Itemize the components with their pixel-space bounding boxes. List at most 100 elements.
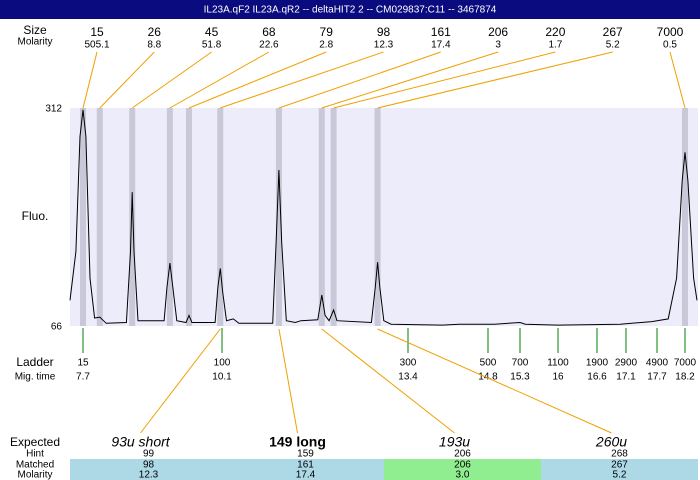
sizing-connector	[333, 51, 556, 109]
ladder-label: Ladder	[16, 355, 53, 369]
sizing-band	[80, 108, 86, 326]
matched-label: Matched	[16, 460, 54, 471]
molarity-value: 12.3	[139, 470, 159, 480]
ladder-time: 16	[552, 372, 564, 383]
sizing-molarity: 22.6	[259, 40, 279, 51]
ladder-time: 16.6	[587, 372, 607, 383]
ladder-time: 17.7	[647, 372, 667, 383]
match-cell	[384, 459, 541, 480]
sizing-band	[318, 108, 325, 326]
molarity-value: 3.0	[456, 470, 470, 480]
sizing-size: 15	[90, 25, 104, 39]
sizing-molarity: 1.7	[548, 40, 562, 51]
sizing-molarity: 505.1	[84, 40, 109, 51]
sizing-molarity: 5.2	[606, 40, 620, 51]
sizing-size: 68	[262, 25, 276, 39]
sizing-connector	[321, 51, 499, 109]
sizing-connector	[169, 51, 270, 109]
match-cell	[70, 459, 227, 480]
ladder-size: 1100	[547, 358, 569, 369]
sizing-band	[330, 108, 337, 326]
sizing-size: 161	[431, 25, 451, 39]
sizing-band	[96, 108, 103, 326]
match-connector	[321, 328, 455, 434]
sizing-molarity: 3	[495, 40, 501, 51]
molarity-row-label: Molarity	[17, 470, 52, 480]
sizing-molarity: 12.3	[374, 40, 394, 51]
sizing-connector	[278, 51, 441, 109]
sizing-size: 7000	[657, 25, 684, 39]
match-connector	[278, 328, 298, 434]
plot-area	[70, 108, 698, 326]
match-cell	[227, 459, 384, 480]
expected-name: 93u short	[111, 434, 170, 450]
hint-value: 159	[297, 449, 314, 460]
matched-value: 267	[611, 460, 628, 471]
sizing-molarity: 17.4	[431, 40, 451, 51]
chart-title: IL23A.qF2 IL23A.qR2 -- deltaHIT2 2 -- CM…	[204, 5, 497, 16]
ladder-time: 10.1	[212, 372, 232, 383]
sizing-connector	[669, 51, 686, 109]
hint-value: 99	[143, 449, 155, 460]
sizing-band	[374, 108, 381, 326]
sizing-band	[275, 108, 282, 326]
trace	[69, 109, 698, 326]
sizing-size: 220	[545, 25, 565, 39]
ladder-time: 15.3	[510, 372, 530, 383]
sizing-molarity: 2.8	[319, 40, 333, 51]
ladder-time: 14.8	[478, 372, 498, 383]
sizing-connector	[82, 51, 98, 109]
y-tick-label: 66	[51, 322, 63, 333]
y-tick-label: 312	[45, 104, 62, 115]
ladder-size: 4900	[646, 358, 669, 369]
sizing-connector	[131, 51, 212, 109]
sizing-molarity: 8.8	[147, 40, 161, 51]
y-axis-label: Fluo.	[22, 209, 49, 223]
mig-time-label: Mig. time	[15, 372, 56, 383]
expected-name: 149 long	[269, 434, 326, 450]
ladder-time: 17.1	[616, 372, 636, 383]
match-connector	[377, 328, 612, 434]
hint-value: 206	[454, 449, 471, 460]
size-label: Size	[23, 23, 47, 37]
sizing-size: 79	[320, 25, 334, 39]
ladder-time: 18.2	[675, 372, 695, 383]
match-cell	[541, 459, 698, 480]
ladder-size: 15	[77, 358, 89, 369]
expected-name: 260u	[595, 434, 627, 450]
title-bar	[0, 0, 700, 19]
molarity-value: 5.2	[613, 470, 627, 480]
sizing-size: 45	[205, 25, 219, 39]
hint-label: Hint	[26, 449, 44, 460]
sizing-molarity: 0.5	[663, 40, 677, 51]
sizing-band	[129, 108, 136, 326]
sizing-connector	[188, 51, 327, 109]
sizing-connector	[377, 51, 613, 109]
ladder-size: 7000	[674, 358, 697, 369]
ladder-time: 13.4	[398, 372, 418, 383]
sizing-size: 98	[377, 25, 391, 39]
sizing-size: 267	[603, 25, 623, 39]
matched-value: 98	[143, 460, 155, 471]
sizing-size: 206	[488, 25, 508, 39]
sizing-size: 26	[148, 25, 162, 39]
molarity-label: Molarity	[17, 37, 52, 48]
expected-name: 193u	[439, 434, 470, 450]
ladder-size: 500	[480, 358, 497, 369]
sizing-molarity: 51.8	[202, 40, 222, 51]
matched-value: 161	[297, 460, 314, 471]
hint-value: 268	[611, 449, 628, 460]
sizing-connector	[220, 51, 384, 109]
matched-value: 206	[454, 460, 471, 471]
ladder-size: 1900	[586, 358, 609, 369]
sizing-band	[185, 108, 192, 326]
sizing-band	[166, 108, 173, 326]
match-connector	[140, 328, 221, 434]
ladder-size: 2900	[615, 358, 638, 369]
sizing-band	[217, 108, 224, 326]
sizing-band	[682, 108, 688, 326]
ladder-size: 700	[512, 358, 529, 369]
ladder-size: 100	[214, 358, 231, 369]
